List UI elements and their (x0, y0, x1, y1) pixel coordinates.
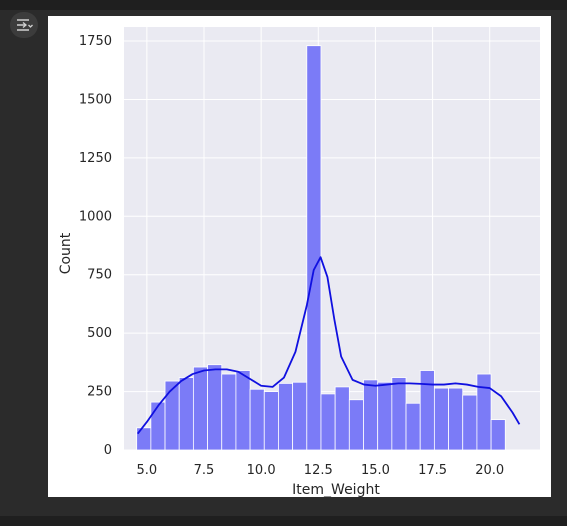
y-axis-ticks: 0 250 500 750 1000 1250 1500 1750 (79, 34, 112, 458)
histogram-bar (419, 370, 435, 451)
y-tick-label: 250 (87, 385, 112, 400)
y-tick-label: 1750 (79, 34, 112, 49)
histogram-bar (235, 370, 251, 451)
x-tick-label: 17.5 (418, 463, 447, 478)
histogram-bar (249, 388, 265, 451)
histogram-bar (391, 377, 407, 451)
histogram-bar (164, 380, 180, 451)
bottom-bar (0, 516, 567, 526)
x-tick-label: 10.0 (247, 463, 276, 478)
y-tick-label: 1500 (79, 92, 112, 107)
histogram-bars (136, 45, 506, 451)
histogram-chart: 0 250 500 750 1000 1250 1500 1750 5.0 7.5 10.0 12.… (58, 27, 540, 498)
histogram-bar (306, 45, 322, 451)
x-axis-label: Item_Weight (292, 482, 380, 497)
histogram-bar (263, 391, 279, 451)
y-tick-label: 500 (87, 326, 112, 341)
histogram-bar (348, 399, 364, 451)
x-tick-label: 5.0 (137, 463, 158, 478)
chart-figure: 0 250 500 750 1000 1250 1500 1750 5.0 7.5 10.0 12.… (48, 16, 551, 498)
histogram-bar (207, 364, 223, 451)
histogram-bar (433, 387, 449, 451)
y-tick-label: 1000 (79, 209, 112, 224)
histogram-bar (292, 381, 308, 451)
histogram-bar (462, 394, 478, 451)
histogram-bar (448, 387, 464, 451)
collapse-output-icon (17, 19, 33, 31)
histogram-bar (278, 382, 294, 451)
histogram-bar (490, 419, 506, 451)
histogram-bar (178, 377, 194, 451)
histogram-bar (150, 401, 166, 451)
top-bar (0, 0, 567, 10)
histogram-bar (476, 373, 492, 451)
y-tick-label: 1250 (79, 151, 112, 166)
histogram-bar (221, 373, 237, 451)
y-tick-label: 0 (104, 443, 112, 458)
y-axis-label: Count (58, 232, 74, 274)
histogram-bar (405, 402, 421, 451)
histogram-bar (192, 366, 208, 451)
histogram-bar (320, 393, 336, 451)
x-tick-label: 20.0 (475, 463, 504, 478)
y-tick-label: 750 (87, 268, 112, 283)
x-tick-label: 12.5 (304, 463, 333, 478)
collapse-output-button[interactable] (10, 12, 38, 38)
x-tick-label: 15.0 (361, 463, 390, 478)
kde-line (137, 256, 521, 435)
histogram-bar (334, 386, 350, 451)
x-axis-ticks: 5.0 7.5 10.0 12.5 15.0 17.5 20.0 (137, 463, 505, 478)
x-tick-label: 7.5 (194, 463, 215, 478)
histogram-bar (363, 379, 379, 451)
histogram-bar (377, 381, 393, 451)
